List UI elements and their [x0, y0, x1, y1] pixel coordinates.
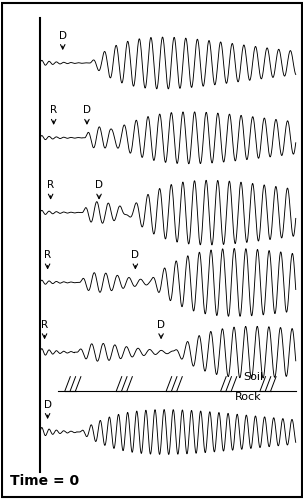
Text: Time = 0: Time = 0: [10, 474, 79, 488]
Text: D: D: [83, 106, 91, 124]
Text: D: D: [131, 250, 139, 268]
Text: Soil: Soil: [243, 372, 263, 382]
Text: D: D: [95, 180, 103, 199]
Text: D: D: [43, 400, 52, 418]
Text: Rock: Rock: [235, 392, 262, 402]
Text: R: R: [41, 320, 48, 338]
Text: D: D: [157, 320, 165, 338]
Text: R: R: [47, 180, 54, 199]
Text: R: R: [44, 250, 51, 268]
Text: R: R: [50, 106, 57, 124]
Text: D: D: [59, 30, 67, 49]
